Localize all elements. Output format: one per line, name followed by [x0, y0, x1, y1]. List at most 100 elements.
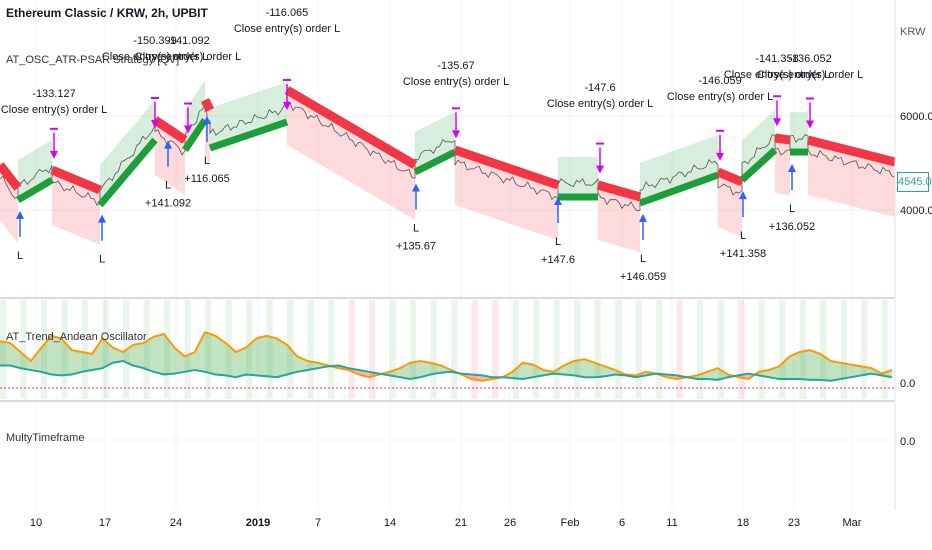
- x-tick-label: 10: [30, 517, 42, 529]
- exit-text-label: Close entry(s) order L: [757, 69, 863, 81]
- osc-fill: [604, 366, 616, 377]
- osc-fill: [133, 343, 144, 369]
- osc-fill: [287, 344, 298, 375]
- x-tick-label: 14: [384, 517, 396, 529]
- osc-background-band: [717, 300, 724, 399]
- osc-background-band: [779, 300, 786, 399]
- osc-background-band: [82, 300, 89, 399]
- entry-profit-label: +147.6: [541, 254, 575, 266]
- osc-background-band: [410, 300, 417, 399]
- x-tick-label: 18: [737, 517, 749, 529]
- trend-ribbon: [453, 145, 560, 190]
- osc-fill: [266, 335, 277, 378]
- osc-fill: [276, 338, 288, 378]
- osc-background-band: [430, 300, 437, 399]
- osc-fill: [215, 335, 226, 376]
- exit-value-label: -141.092: [166, 35, 209, 47]
- osc-fill: [92, 338, 103, 370]
- osc-bull-line: [0, 330, 893, 382]
- osc-fill: [574, 359, 585, 378]
- trend-ribbons: [0, 86, 897, 208]
- osc-fill: [184, 352, 195, 372]
- entry-label: L: [555, 236, 561, 248]
- mtf-label[interactable]: MultyTimeframe: [6, 432, 85, 444]
- osc-background-band: [307, 300, 314, 399]
- osc-fill: [584, 359, 595, 378]
- osc-fill: [789, 352, 800, 379]
- osc-fill: [246, 338, 257, 376]
- exit-arrow-head: [596, 165, 604, 174]
- osc-background-band: [164, 300, 171, 399]
- x-tick-label: 7: [315, 517, 321, 529]
- exit-text-label: Close entry(s) order L: [234, 23, 340, 35]
- exit-value-label: -135.67: [437, 60, 474, 72]
- exit-value-label: -150.399: [133, 35, 176, 47]
- osc-background-band: [615, 300, 622, 399]
- trend-ribbon: [596, 180, 642, 202]
- trend-fill-area: [790, 112, 808, 152]
- trade-markers[interactable]: L L L +141.092 L +116.065 L +135.67 L +147.6 L +146…: [1, 7, 863, 283]
- trend-fill-areas: [0, 80, 895, 252]
- trend-fill-area: [775, 138, 790, 195]
- exit-arrow-head: [151, 120, 159, 128]
- osc-background-band: [840, 300, 847, 399]
- entry-arrow-head: [412, 183, 420, 192]
- trend-fill-area: [742, 110, 775, 180]
- price-series-line: [0, 100, 896, 212]
- entry-label: L: [204, 155, 210, 167]
- osc-fill: [850, 364, 862, 378]
- entry-arrow-head: [554, 197, 562, 205]
- osc-fill: [809, 350, 821, 380]
- trend-ribbon: [182, 118, 208, 152]
- osc-background-band: [143, 300, 150, 399]
- osc-background-band: [389, 300, 396, 399]
- x-tick-label: 26: [504, 517, 516, 529]
- currency-label: KRW: [900, 26, 926, 38]
- osc-fill: [143, 336, 154, 372]
- osc-background-band: [533, 300, 540, 399]
- trend-fill-area: [210, 82, 287, 148]
- osc-background-band: [225, 300, 232, 399]
- exit-value-label: -141.358: [755, 53, 798, 65]
- osc-fill: [399, 362, 411, 379]
- entry-profit-label: +116.065: [184, 173, 229, 185]
- osc-fill: [194, 332, 206, 372]
- axes: 10 17 24 2019 7 14 21 26 Feb 6 11 18 23 Mar 6000.0 4000…: [0, 0, 932, 529]
- trend-ribbon: [208, 118, 289, 152]
- osc-background-band: [184, 300, 191, 399]
- entry-label: L: [740, 230, 746, 242]
- osc-background-band: [697, 300, 704, 399]
- osc-fill: [225, 343, 236, 378]
- oscillator-label[interactable]: AT_Trend_Andean Oscillator: [6, 331, 147, 343]
- osc-background-band: [492, 300, 499, 399]
- trend-fill-area: [185, 80, 205, 150]
- mtf-tick-label: 0.0: [900, 436, 915, 448]
- exit-text-label: Close entry(s) order L: [1, 104, 107, 116]
- osc-fill: [410, 361, 421, 379]
- osc-fill: [20, 352, 31, 370]
- osc-fill: [830, 361, 841, 381]
- strategy-label[interactable]: AT_OSC_ATR-PSAR Strategy [QV]: [6, 54, 180, 66]
- x-tick-label: 24: [170, 517, 182, 529]
- exit-value-label: -116.065: [266, 7, 309, 19]
- osc-fill: [533, 364, 544, 378]
- trend-ribbon: [739, 147, 778, 183]
- osc-tick-label: 0.0: [900, 378, 915, 390]
- exit-arrow-head: [283, 102, 291, 110]
- entry-label: L: [165, 180, 171, 192]
- price-line: [0, 100, 896, 212]
- osc-background-band: [656, 300, 663, 399]
- entry-arrow-head: [739, 191, 747, 200]
- osc-background-band: [799, 300, 806, 399]
- osc-background-band: [553, 300, 560, 399]
- exit-arrow-head: [806, 120, 814, 129]
- trend-fill-area: [100, 100, 155, 205]
- osc-fill: [123, 344, 134, 366]
- exit-text-label: Close entry(s) order L: [547, 98, 653, 110]
- exit-arrow-head: [716, 152, 724, 161]
- x-tick-label: Feb: [561, 517, 580, 529]
- osc-fill: [10, 343, 21, 369]
- osc-fill: [71, 350, 83, 375]
- osc-background-band: [635, 300, 642, 399]
